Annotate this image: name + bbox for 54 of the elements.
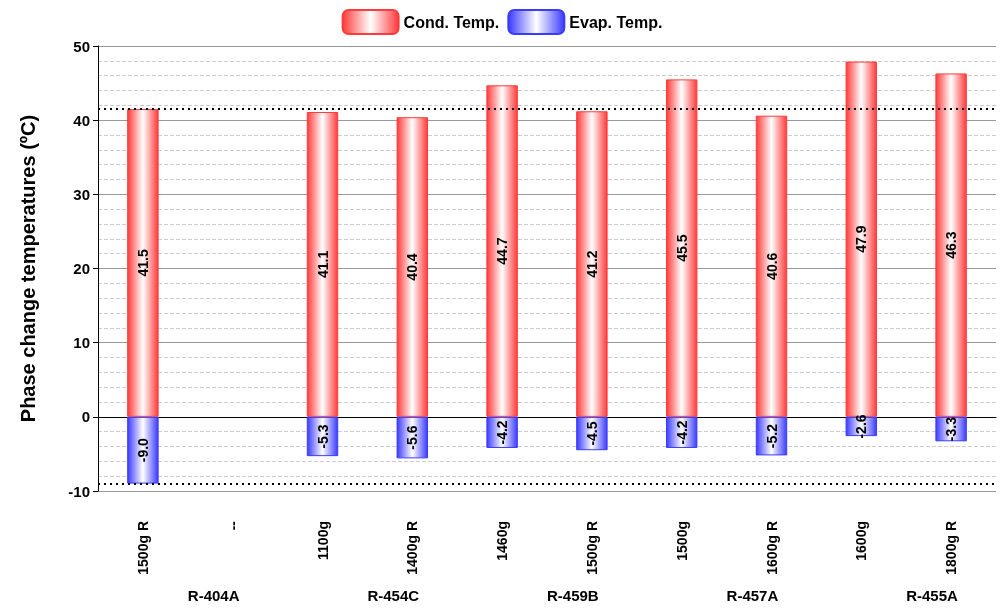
- bar: [306, 112, 339, 417]
- data-label: -4.5: [583, 421, 600, 446]
- bar: [127, 416, 159, 484]
- text: R-454C: [367, 587, 420, 604]
- data-label: 40.4: [404, 253, 421, 281]
- data-label: -4.2: [673, 420, 690, 445]
- x-tick-label: 1800g R: [943, 521, 960, 575]
- x-tick-label: 1500g: [673, 521, 690, 561]
- data-label: -4.2: [494, 420, 511, 445]
- data-label: -3.3: [943, 416, 960, 442]
- x-tick-label: --: [224, 520, 241, 531]
- legend-label: Cond. Temp.: [403, 13, 500, 31]
- data-label: 40.6: [763, 252, 780, 280]
- text: R-459B: [547, 587, 599, 604]
- bar: [396, 416, 429, 459]
- y-tick-label: 0: [81, 408, 90, 426]
- bar: [845, 61, 878, 417]
- bar: [665, 79, 698, 417]
- bar: [576, 111, 608, 417]
- data-label: -5.6: [404, 425, 421, 450]
- y-tick-label: 20: [73, 260, 90, 277]
- y-tick-label: 10: [73, 334, 90, 352]
- bar: [935, 73, 967, 417]
- x-tick-label: 1400g R: [404, 521, 421, 575]
- x-tick-label: 1500g R: [583, 521, 600, 575]
- data-label: -9.0: [134, 437, 151, 463]
- data-label: 46.3: [943, 231, 960, 259]
- x-tick-label: 1100g: [314, 521, 331, 560]
- data-label: 45.5: [673, 234, 690, 262]
- legend-label: Evap. Temp.: [569, 13, 663, 31]
- y-axis-title: Phase change temperatures (ºC): [17, 114, 39, 423]
- y-tick-label: 40: [73, 111, 90, 129]
- y-tick-label: 30: [73, 185, 90, 203]
- data-label: 41.2: [583, 250, 600, 278]
- bar: [755, 115, 788, 417]
- x-tick-label: 1460g: [494, 521, 511, 561]
- bar: [396, 117, 429, 417]
- data-label: 41.1: [314, 250, 331, 279]
- y-tick-label: -10: [68, 482, 90, 500]
- bar: [486, 85, 518, 417]
- text: R-457A: [726, 587, 779, 604]
- y-tick-label: 50: [73, 37, 90, 55]
- data-label: 44.7: [494, 237, 511, 265]
- x-tick-label: 1500g R: [134, 521, 151, 575]
- bar: [127, 109, 159, 417]
- x-tick-label: 1600g: [853, 521, 870, 561]
- x-tick-label: 1600g R: [763, 521, 780, 575]
- data-label: -5.3: [314, 424, 331, 449]
- data-label: -5.2: [763, 423, 780, 449]
- data-label: 41.5: [134, 249, 151, 277]
- text: R-455A: [906, 587, 959, 604]
- data-label: -2.6: [853, 414, 870, 439]
- text: R-404A: [187, 587, 240, 604]
- data-label: 47.9: [853, 225, 870, 253]
